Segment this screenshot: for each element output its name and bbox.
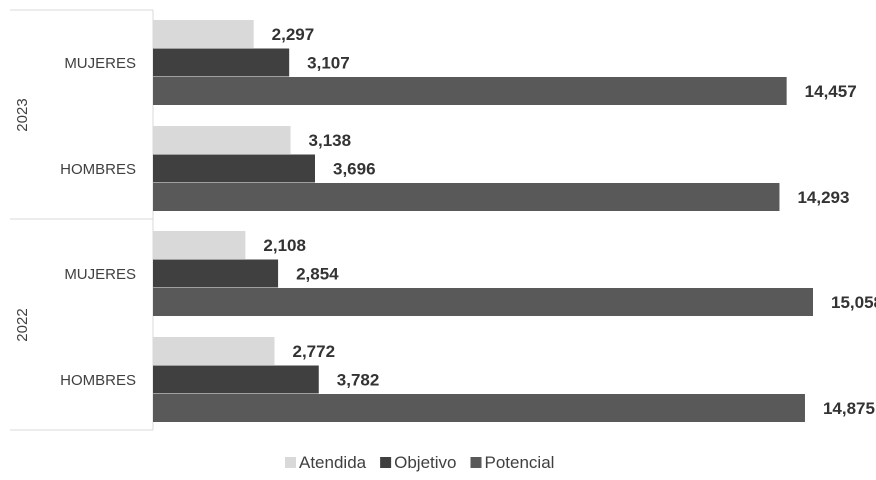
data-label: 2,297 <box>272 25 315 44</box>
bar-objetivo <box>153 48 290 77</box>
bar-potencial <box>153 183 780 211</box>
year-label: 2022 <box>14 308 31 341</box>
bar-atendida <box>153 231 246 259</box>
category-label: MUJERES <box>64 55 136 72</box>
chart-bars <box>153 20 813 422</box>
data-label: 3,107 <box>307 54 350 73</box>
year-label: 2023 <box>14 98 31 131</box>
bar-atendida <box>153 20 254 48</box>
data-label: 2,108 <box>263 236 306 255</box>
legend-swatch <box>470 457 482 468</box>
data-label: 3,782 <box>337 371 380 390</box>
legend-label: Atendida <box>299 453 367 472</box>
bar-objetivo <box>153 365 319 394</box>
data-label: 3,138 <box>309 131 352 150</box>
bar-atendida <box>153 337 275 365</box>
bar-potencial <box>153 288 813 316</box>
legend-swatch <box>285 457 296 468</box>
data-label: 15,058 <box>831 293 876 312</box>
category-label: HOMBRES <box>60 372 136 389</box>
bar-objetivo <box>153 259 279 288</box>
data-label: 14,457 <box>805 82 857 101</box>
data-label: 3,696 <box>333 160 376 179</box>
category-label: HOMBRES <box>60 161 136 178</box>
chart-axes <box>10 9 154 431</box>
legend-swatch <box>380 457 392 468</box>
bar-potencial <box>153 394 805 422</box>
data-label: 14,875 <box>823 399 875 418</box>
chart-legend: Atendida Objetivo Potencial <box>285 453 554 472</box>
category-label: MUJERES <box>64 266 136 283</box>
bar-atendida <box>153 126 291 154</box>
data-label: 2,854 <box>296 265 339 284</box>
data-label: 2,772 <box>292 342 335 361</box>
bar-objetivo <box>153 154 315 183</box>
legend-label: Objetivo <box>394 453 456 472</box>
data-label: 14,293 <box>797 188 849 207</box>
legend-label: Potencial <box>485 453 555 472</box>
bar-potencial <box>153 77 787 105</box>
chart-labels: 2023 MUJERES HOMBRES 2022 MUJERES HOMBRES 2,29… <box>14 25 876 418</box>
